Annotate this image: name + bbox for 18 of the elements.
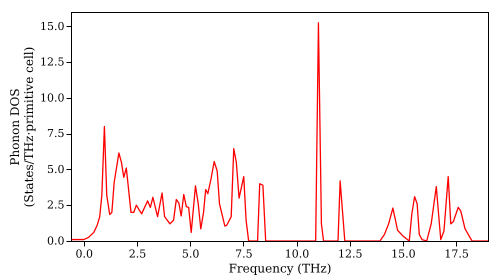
y-tick-label: 15.0	[40, 20, 64, 33]
x-tick-label: 12.5	[338, 248, 362, 260]
y-tick-label: 2.5	[47, 198, 64, 212]
x-axis-title: Frequency (THz)	[228, 262, 332, 276]
x-tick-label: 17.5	[444, 248, 469, 260]
x-tick-label: 0.0	[76, 248, 94, 260]
x-tick-label: 7.5	[235, 248, 253, 260]
y-axis-title: Phonon DOS (States/THz·primitive cell)	[8, 46, 36, 208]
x-tick-label: 5.0	[182, 248, 200, 260]
x-tick-label: 2.5	[128, 248, 146, 260]
y-tick-label: 10.0	[40, 91, 64, 104]
y-tick-label: 5.0	[47, 162, 64, 176]
x-tick-label: 10.0	[284, 248, 310, 260]
line-series	[71, 22, 488, 241]
y-tick-label: 12.5	[40, 56, 64, 69]
x-tick-label: 15.0	[391, 248, 416, 260]
y-tick-label: 7.5	[47, 127, 64, 140]
y-tick-label: 0.0	[47, 234, 64, 248]
